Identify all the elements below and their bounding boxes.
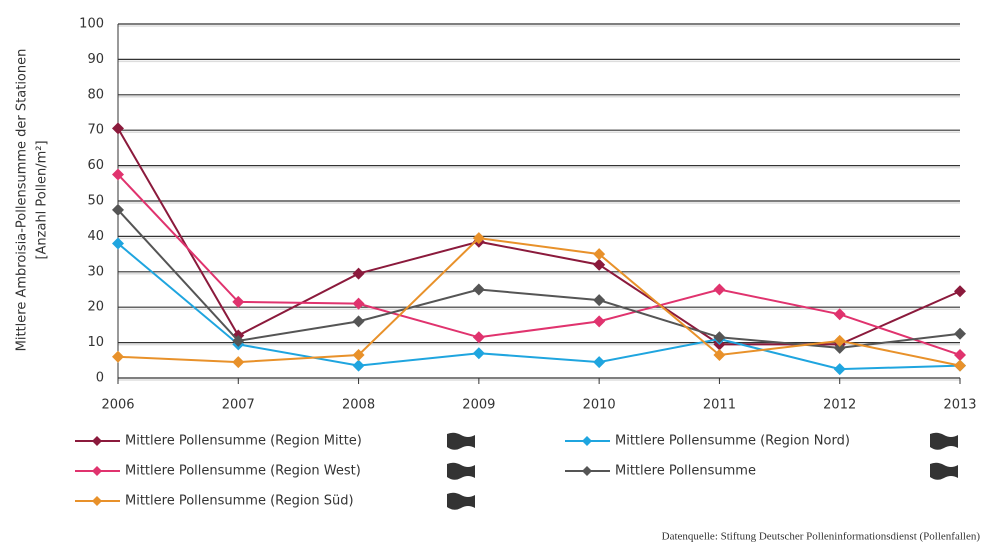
data-point xyxy=(352,297,365,310)
data-point xyxy=(232,334,245,347)
x-tick-label: 2009 xyxy=(462,398,495,413)
data-point xyxy=(352,348,365,361)
data-point xyxy=(954,327,966,340)
data-point xyxy=(593,258,606,271)
legend-icon xyxy=(930,462,958,480)
legend-marker xyxy=(582,466,592,476)
x-tick-label: 2010 xyxy=(583,398,616,413)
data-point xyxy=(112,203,124,216)
data-point xyxy=(352,359,365,372)
data-point xyxy=(232,356,245,369)
data-point xyxy=(593,248,606,261)
data-point xyxy=(352,315,365,328)
data-point xyxy=(713,331,726,344)
data-point xyxy=(833,363,846,376)
y-tick-label: 0 xyxy=(96,371,104,386)
data-point xyxy=(954,359,966,372)
data-point xyxy=(833,308,846,321)
data-point xyxy=(232,295,245,308)
data-point xyxy=(713,348,726,361)
x-tick-label: 2013 xyxy=(943,398,976,413)
series-line xyxy=(117,127,961,346)
series-line xyxy=(117,242,961,371)
data-point xyxy=(472,331,485,344)
data-point xyxy=(112,122,124,135)
data-point xyxy=(112,237,124,250)
legend-marker xyxy=(92,466,102,476)
data-point xyxy=(112,350,124,363)
data-point xyxy=(713,283,726,296)
data-point xyxy=(472,347,485,360)
data-point xyxy=(593,356,606,369)
y-tick-label: 50 xyxy=(87,194,104,209)
data-point xyxy=(472,232,485,245)
y-tick-label: 60 xyxy=(87,158,104,173)
legend-marker xyxy=(92,436,102,446)
data-point xyxy=(593,315,606,328)
series-line xyxy=(117,173,961,356)
x-tick-label: 2007 xyxy=(222,398,255,413)
series-line xyxy=(117,237,961,367)
legend-label: Mittlere Pollensumme xyxy=(615,464,756,479)
y-tick-label: 10 xyxy=(87,335,104,350)
data-point xyxy=(352,267,365,280)
x-tick-label: 2008 xyxy=(342,398,375,413)
y-tick-label: 70 xyxy=(87,123,104,138)
y-tick-label: 30 xyxy=(87,264,104,279)
data-point xyxy=(593,294,606,307)
legend-label: Mittlere Pollensumme (Region Mitte) xyxy=(125,434,362,449)
y-tick-label: 90 xyxy=(87,52,104,67)
legend-label: Mittlere Pollensumme (Region Süd) xyxy=(125,494,354,509)
legend-icon xyxy=(447,492,475,510)
y-axis-label: [Anzahl Pollen/m²] xyxy=(35,140,50,259)
data-point xyxy=(833,341,846,354)
data-point xyxy=(472,283,485,296)
source-note: Datenquelle: Stiftung Deutscher Pollenin… xyxy=(662,531,981,543)
legend-icon xyxy=(930,432,958,450)
x-tick-label: 2012 xyxy=(823,398,856,413)
y-axis-label: Mittlere Ambroisia-Pollensumme der Stati… xyxy=(15,49,30,352)
legend-marker xyxy=(92,496,102,506)
y-tick-label: 40 xyxy=(87,229,104,244)
y-tick-label: 100 xyxy=(79,17,104,32)
legend-icon xyxy=(447,462,475,480)
data-point xyxy=(112,168,124,181)
data-point xyxy=(954,348,966,361)
series-line xyxy=(117,209,961,349)
legend-icon xyxy=(447,432,475,450)
x-tick-label: 2011 xyxy=(703,398,736,413)
data-point xyxy=(833,334,846,347)
legend-label: Mittlere Pollensumme (Region Nord) xyxy=(615,434,850,449)
data-point xyxy=(954,285,966,298)
y-tick-label: 80 xyxy=(87,87,104,102)
legend-marker xyxy=(582,436,592,446)
legend-label: Mittlere Pollensumme (Region West) xyxy=(125,464,361,479)
x-tick-label: 2006 xyxy=(101,398,134,413)
y-tick-label: 20 xyxy=(87,300,104,315)
